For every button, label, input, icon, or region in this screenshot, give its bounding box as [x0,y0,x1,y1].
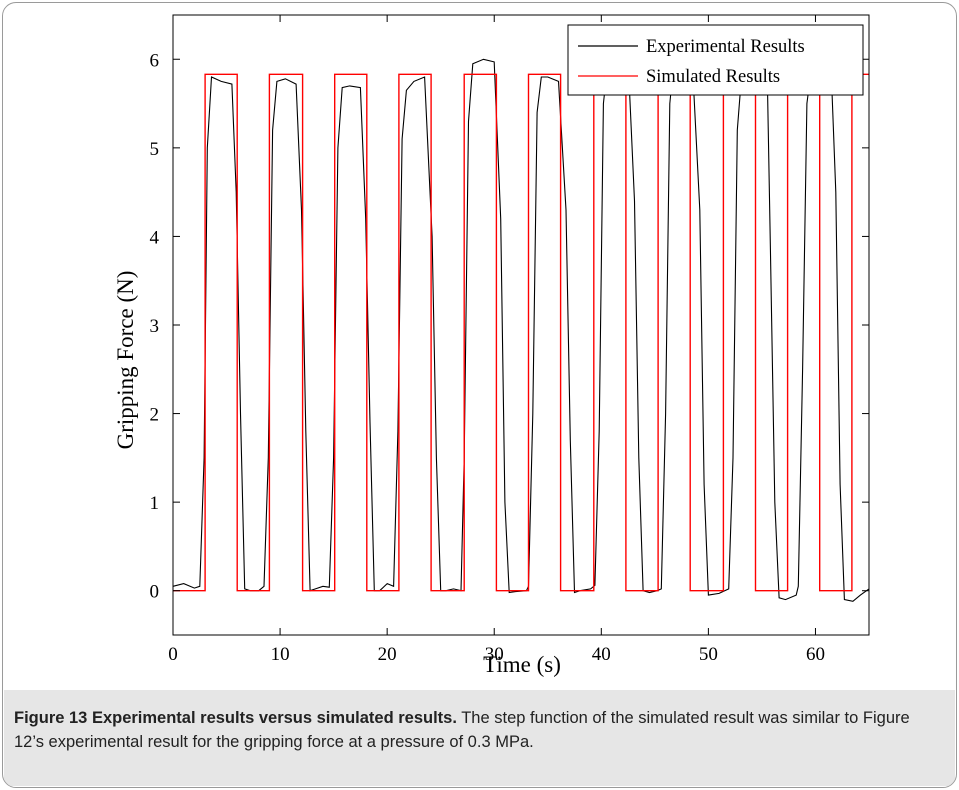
y-tick-label: 1 [150,493,160,514]
legend-label-simulated: Simulated Results [646,67,780,87]
axes-box [172,14,870,636]
series-line-experimental [172,58,870,602]
y-axis-title: Gripping Force (N) [113,271,138,450]
y-tick-label: 4 [150,227,160,248]
x-tick-label: 40 [592,644,611,665]
y-tick-label: 0 [150,582,160,603]
caption-text: The step function of the simulated resul… [14,709,910,751]
y-tick-label: 3 [150,316,160,337]
figure-caption: Figure 13 Experimental results versus si… [14,706,944,754]
x-tick-label: 30 [485,644,504,665]
line-chart: 0 10 20 30 40 50 60 0 1 2 3 4 5 6 Time (s) Gripping F… [113,14,870,677]
y-tick-label: 5 [150,139,160,160]
y-tick-label: 2 [150,405,160,426]
x-axis-title: Time (s) [483,652,561,677]
axes-layer: 0 10 20 30 40 50 60 0 1 2 3 4 5 6 [150,14,870,665]
legend-label-experimental: Experimental Results [646,37,805,57]
series-layer [172,58,870,602]
caption-label: Figure 13 Experimental results versus si… [14,709,457,727]
x-tick-label: 20 [378,644,397,665]
x-tick-label: 10 [271,644,290,665]
legend: Experimental Results Simulated Results [567,24,864,96]
caption-box: Figure 13 Experimental results versus si… [4,690,955,786]
y-tick-label: 6 [150,50,160,71]
x-tick-label: 60 [806,644,825,665]
legend-box [567,24,864,96]
x-tick-label: 50 [699,644,718,665]
x-tick-label: 0 [168,644,178,665]
series-line-simulated [173,73,869,592]
